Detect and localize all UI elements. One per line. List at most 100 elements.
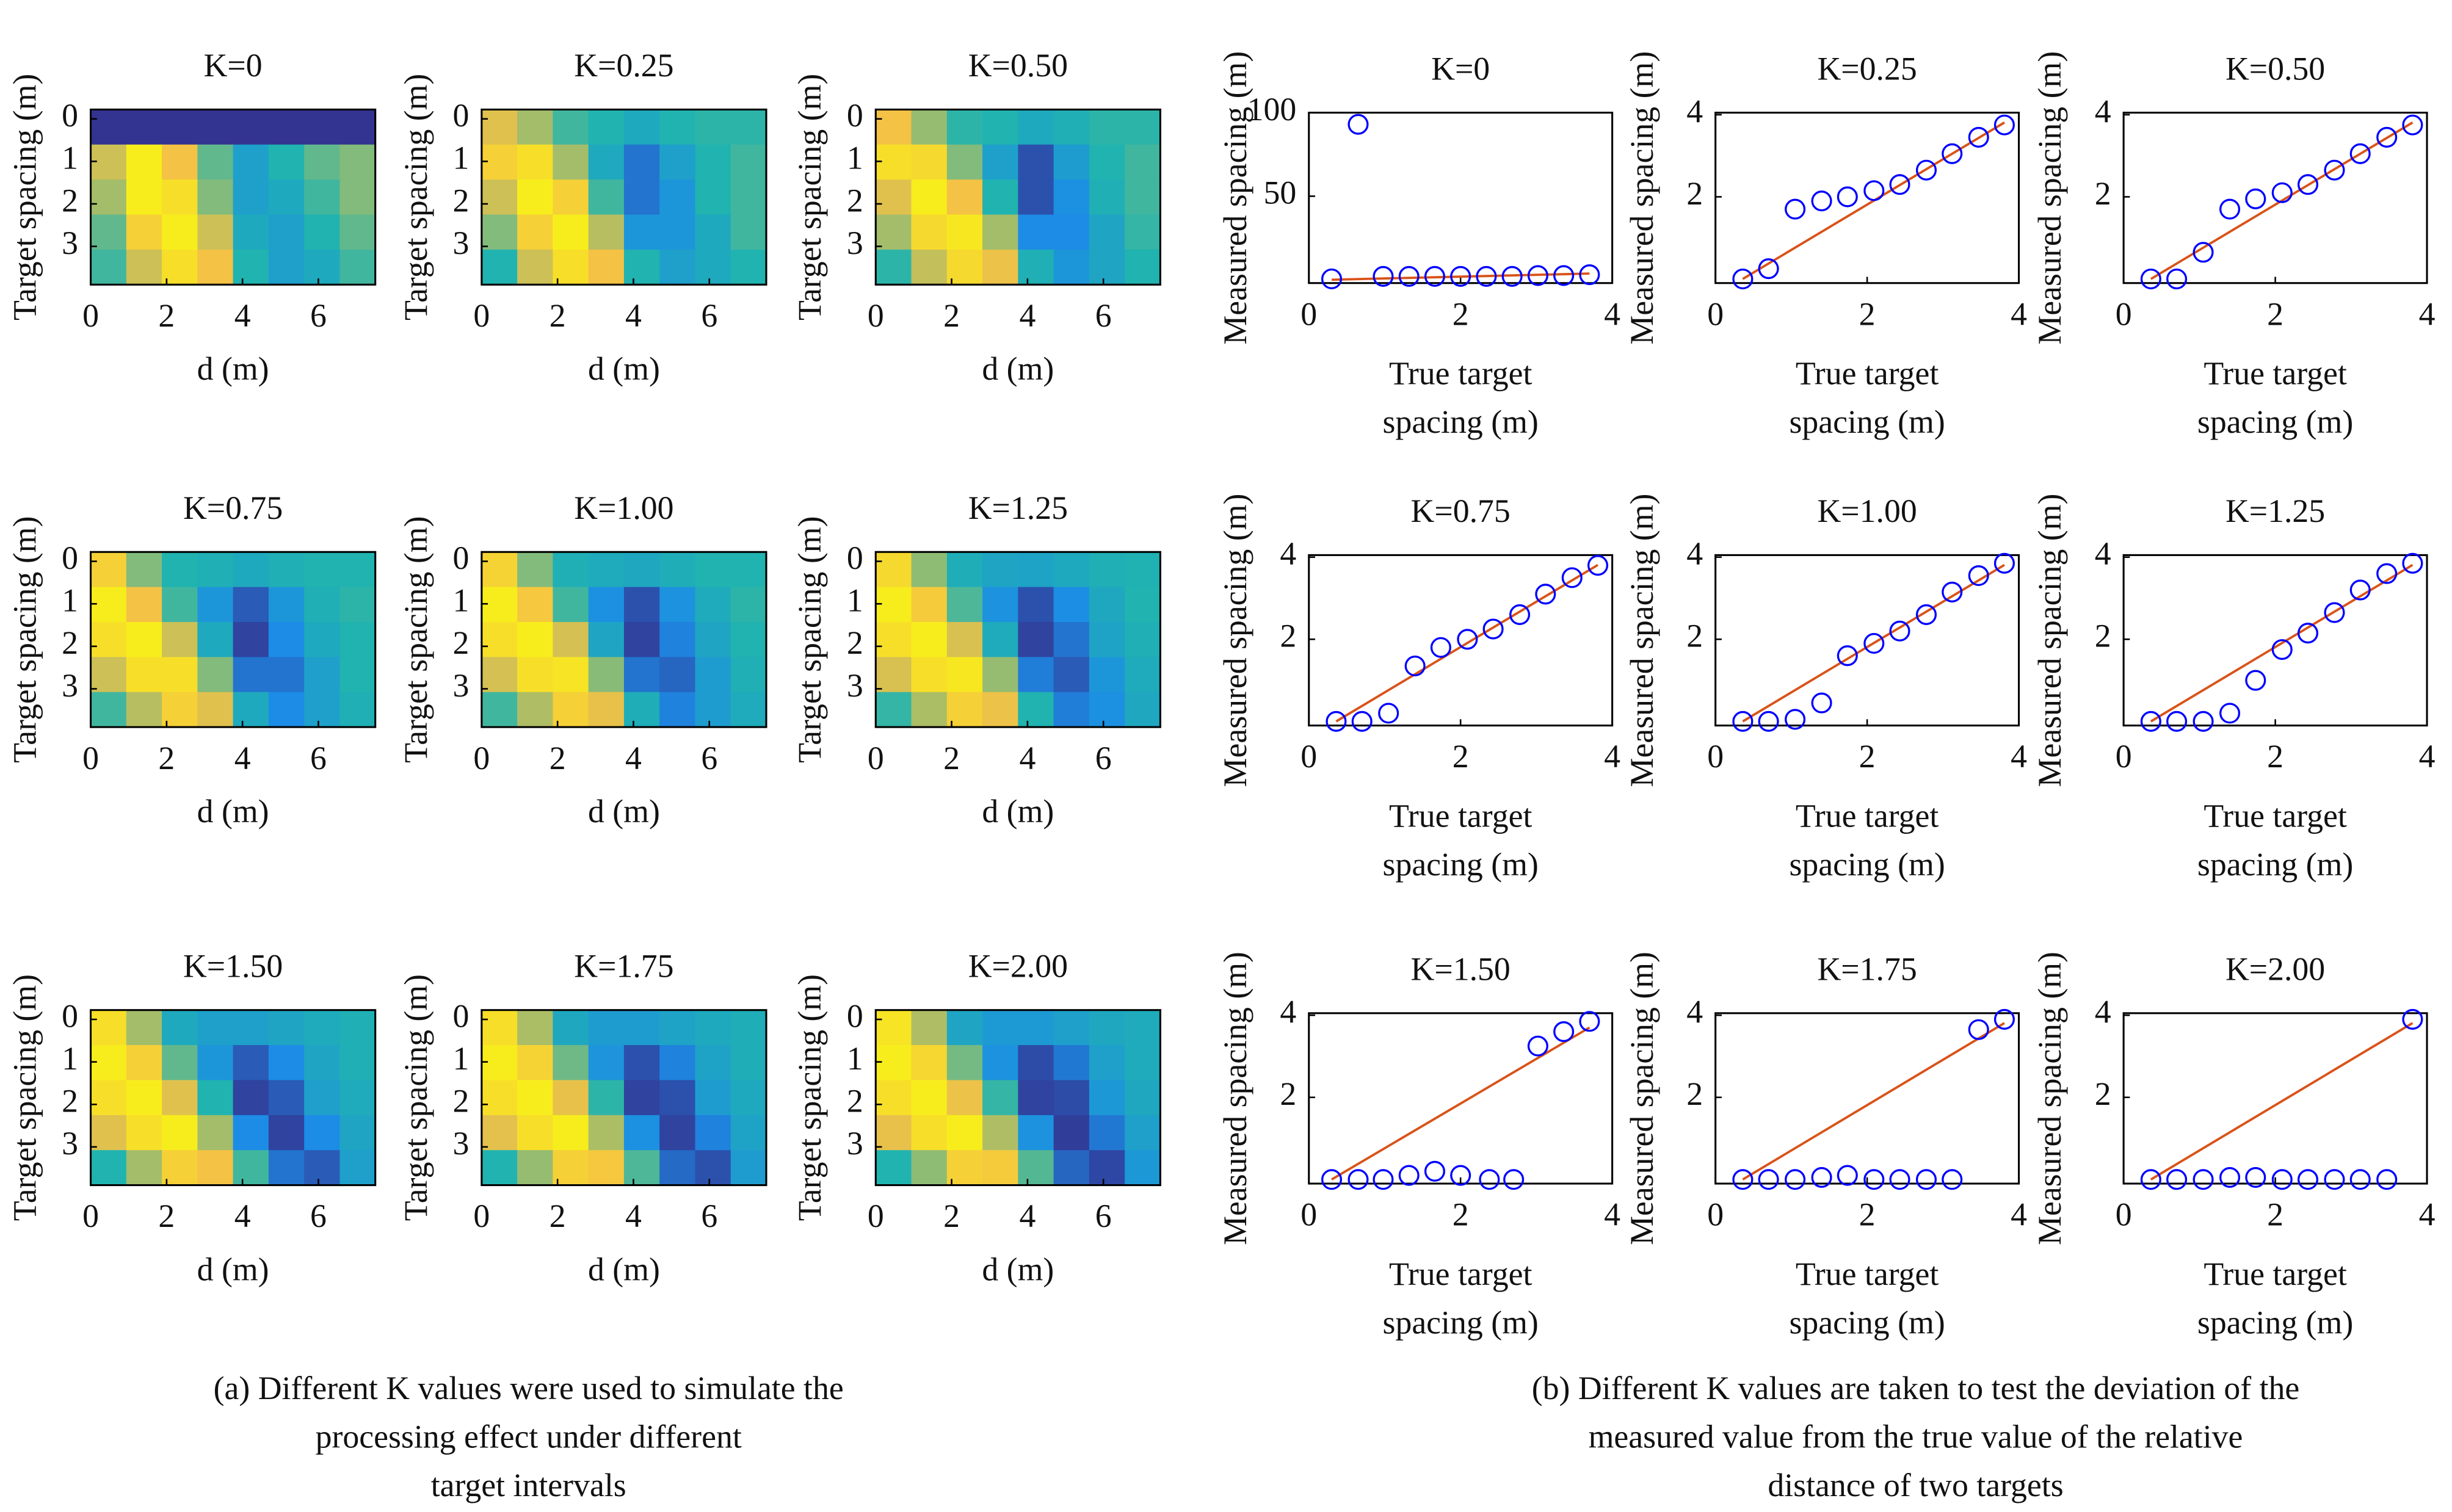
heat-cell (730, 179, 767, 215)
heat-cell (268, 179, 305, 215)
heat-cell (1053, 1045, 1090, 1081)
heat-cell (553, 657, 589, 693)
reference-line (1742, 563, 2005, 723)
data-point (1758, 1169, 1779, 1190)
data-point (2140, 1169, 2161, 1190)
y-axis-label: Target spacing (m) (791, 74, 828, 320)
heat-cell (162, 249, 198, 286)
heat-cell (233, 179, 270, 215)
x-tick-label: 4 (234, 740, 251, 776)
x-tick-label: 0 (1707, 1196, 1724, 1233)
heat-cell (911, 249, 948, 286)
heat-cell (233, 622, 270, 658)
x-axis-label: spacing (m) (2197, 846, 2353, 883)
data-point (1732, 1169, 1754, 1190)
x-tick-label: 2 (943, 297, 960, 334)
heat-cell (517, 692, 554, 728)
x-axis-label: spacing (m) (2197, 403, 2353, 440)
data-point (1863, 632, 1885, 654)
heat-cell (1018, 622, 1054, 658)
heat-cell (1089, 1150, 1126, 1186)
x-tick-label: 2 (1859, 1196, 1876, 1233)
heat-cell (588, 622, 625, 658)
x-tick-label: 4 (625, 1198, 642, 1234)
heat-cell (695, 1080, 732, 1116)
plot-frame (2122, 1012, 2428, 1185)
heat-cell (197, 1045, 234, 1081)
data-point (1378, 703, 1399, 724)
heat-cell (695, 692, 732, 728)
chart-title: K=0.75 (1411, 493, 1511, 529)
heat-cell (588, 657, 625, 693)
heat-cell (946, 1045, 984, 1081)
heat-cell (695, 179, 732, 215)
y-axis-label: Target spacing (m) (6, 516, 43, 763)
plot-frame (1714, 1012, 2020, 1185)
data-point (2349, 579, 2371, 601)
heat-cell (911, 214, 948, 251)
heat-cell (911, 109, 948, 146)
heat-cell (197, 109, 234, 146)
caption: target intervals (431, 1467, 626, 1503)
heat-cell (1089, 552, 1126, 588)
plot-frame (1308, 554, 1614, 727)
plot-frame (1714, 112, 2020, 284)
data-point (2297, 623, 2319, 644)
data-point (1732, 268, 1754, 290)
heat-cell (982, 1080, 1019, 1116)
data-point (2193, 711, 2214, 732)
heat-cell (517, 144, 554, 181)
y-tick-label: 4 (1280, 535, 1296, 572)
data-point (1348, 1169, 1369, 1190)
reference-line (1742, 1022, 2005, 1181)
heat-cell (588, 587, 625, 623)
heat-cell (1018, 109, 1054, 146)
heat-cell (553, 1150, 589, 1186)
heat-cell (946, 179, 984, 215)
heat-cell (268, 1080, 305, 1116)
y-tick-label: 1 (452, 1040, 469, 1077)
data-point (1889, 1169, 1910, 1190)
heat-cell (659, 109, 696, 146)
x-tick-label: 4 (625, 297, 642, 334)
heat-cell (1053, 552, 1090, 588)
y-tick-label: 3 (847, 225, 863, 261)
heat-cell (946, 692, 984, 728)
data-point (1968, 1019, 1989, 1040)
heat-cell (695, 144, 732, 181)
heat-cell (1018, 1010, 1054, 1046)
caption: (a) Different K values were used to simu… (214, 1370, 844, 1406)
heat-cell (982, 249, 1019, 286)
heat-cell (588, 249, 625, 286)
data-point (1553, 1021, 1575, 1043)
chart-title: K=1.75 (1817, 951, 1917, 988)
data-point (1509, 604, 1531, 625)
data-point (1968, 126, 1989, 148)
chart-title: K=0 (204, 47, 263, 84)
data-point (2349, 1169, 2371, 1190)
heat-cell (623, 1115, 661, 1151)
data-point (1811, 190, 1832, 212)
x-tick-label: 0 (1707, 295, 1724, 332)
heat-cell (162, 587, 198, 623)
y-tick-label: 2 (1280, 1076, 1296, 1112)
heat-cell (982, 587, 1019, 623)
heat-cell (233, 214, 270, 251)
heat-cell (304, 1010, 341, 1046)
heat-cell (162, 1045, 198, 1081)
y-axis-label: Target spacing (m) (791, 974, 828, 1221)
heat-cell (268, 657, 305, 693)
heat-cell (481, 692, 518, 728)
data-point (1811, 692, 1832, 714)
x-tick-label: 6 (701, 297, 717, 334)
heat-cell (1089, 622, 1126, 658)
data-point (1968, 565, 1989, 587)
heat-cell (553, 214, 589, 251)
data-point (1863, 180, 1885, 201)
data-point (1450, 266, 1471, 287)
data-point (1837, 186, 1858, 208)
heat-cell (481, 179, 518, 215)
x-axis-label: True target (1796, 355, 1939, 392)
y-tick-label: 2 (452, 624, 469, 661)
y-tick-label: 2 (2095, 175, 2111, 212)
